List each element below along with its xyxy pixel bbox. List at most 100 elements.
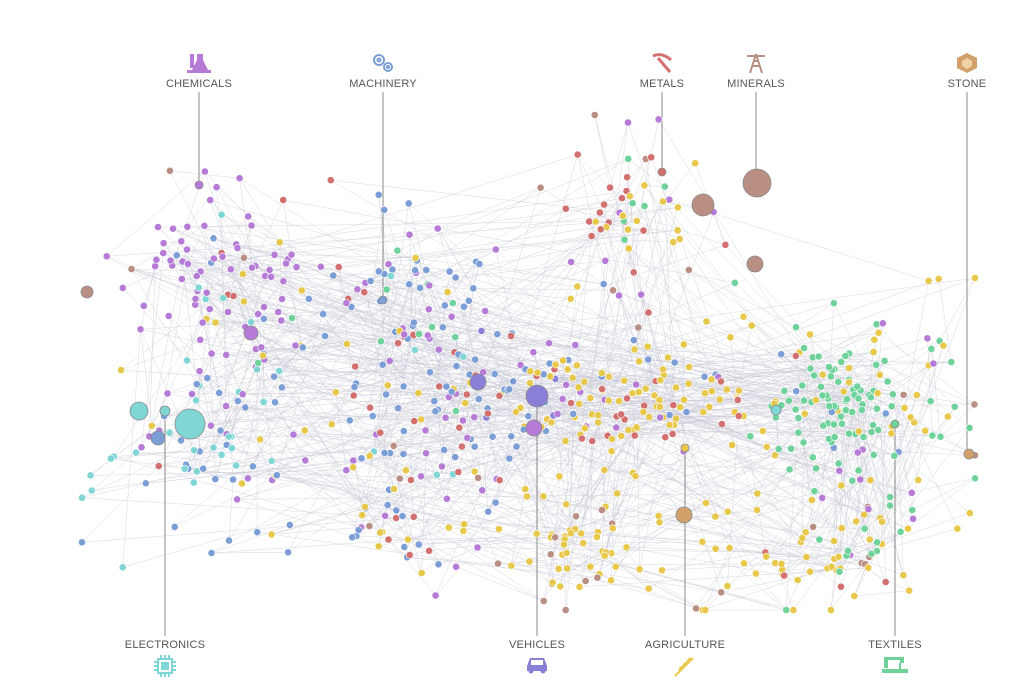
product-node[interactable] [253,528,262,537]
product-node[interactable] [684,265,693,274]
product-node[interactable] [484,507,493,516]
product-node[interactable] [218,252,227,261]
product-node[interactable] [762,442,771,451]
product-node[interactable] [271,398,279,407]
product-node[interactable] [818,391,827,400]
product-node[interactable] [886,501,894,510]
product-node[interactable] [575,399,584,408]
product-node[interactable] [808,496,816,504]
product-node[interactable] [451,407,460,415]
product-node[interactable] [491,498,500,507]
product-node[interactable] [947,358,956,366]
product-node[interactable] [219,294,228,302]
product-node[interactable] [526,367,535,376]
product-node[interactable] [777,560,786,568]
product-node[interactable] [640,202,649,210]
product-node[interactable] [860,524,869,533]
product-node[interactable] [248,263,256,272]
product-node[interactable] [523,492,531,501]
product-node[interactable] [702,317,711,326]
product-node[interactable] [495,391,504,400]
product-node[interactable] [623,394,631,403]
product-node[interactable] [392,514,400,522]
product-node[interactable] [579,539,588,548]
product-node[interactable] [136,325,145,334]
product-node[interactable] [639,408,648,416]
product-node[interactable] [451,273,460,282]
product-node[interactable] [183,245,191,254]
product-node[interactable] [505,454,514,463]
product-node[interactable] [107,454,115,463]
product-node[interactable] [798,534,807,542]
product-node[interactable] [668,429,677,438]
product-node[interactable] [562,380,570,389]
product-node[interactable] [665,420,674,429]
product-node[interactable] [141,479,150,488]
product-node[interactable] [608,524,617,533]
product-node[interactable] [451,453,460,462]
product-node[interactable] [971,273,979,282]
product-node[interactable] [183,259,192,268]
product-node[interactable] [207,349,216,358]
product-node[interactable] [452,562,460,571]
product-node[interactable] [929,359,938,368]
product-node[interactable] [624,225,632,234]
product-node[interactable] [256,435,264,444]
product-node[interactable] [192,396,200,405]
product-node[interactable] [345,416,354,425]
product-node[interactable] [624,154,633,163]
product-node[interactable] [400,543,409,551]
product-node[interactable] [581,577,590,585]
highlighted-product-node[interactable] [378,295,388,305]
product-node[interactable] [532,529,541,538]
product-node[interactable] [841,352,850,360]
product-node[interactable] [878,319,887,328]
product-node[interactable] [385,356,394,365]
product-node[interactable] [625,192,634,201]
product-node[interactable] [854,466,863,475]
product-node[interactable] [399,382,408,391]
product-node[interactable] [509,377,518,386]
product-node[interactable] [607,447,616,456]
product-node[interactable] [899,390,908,399]
highlighted-product-node[interactable] [525,419,543,437]
product-node[interactable] [827,372,835,381]
product-node[interactable] [127,265,136,273]
product-node[interactable] [414,540,423,549]
product-node[interactable] [200,221,209,230]
product-node[interactable] [574,383,583,392]
product-node[interactable] [753,506,761,514]
product-node[interactable] [629,268,638,277]
product-node[interactable] [881,409,890,418]
product-node[interactable] [617,431,626,440]
product-node[interactable] [433,224,442,233]
highlighted-product-node[interactable] [159,405,171,417]
product-node[interactable] [573,282,582,291]
product-node[interactable] [896,527,905,536]
product-node[interactable] [226,265,235,274]
product-node[interactable] [904,524,912,533]
product-node[interactable] [169,224,177,233]
product-node[interactable] [869,450,878,459]
product-node[interactable] [239,297,248,306]
product-node[interactable] [881,578,890,586]
product-node[interactable] [471,355,480,364]
product-node[interactable] [926,397,935,406]
highlighted-product-node[interactable] [174,408,206,440]
product-node[interactable] [279,277,288,286]
product-node[interactable] [632,380,641,389]
product-node[interactable] [189,478,198,487]
product-node[interactable] [800,344,808,352]
product-node[interactable] [374,267,383,276]
highlighted-product-node[interactable] [80,285,94,299]
product-node[interactable] [837,357,846,366]
product-node[interactable] [448,299,457,307]
product-node[interactable] [207,549,216,557]
product-node[interactable] [398,512,407,520]
product-node[interactable] [351,362,360,371]
product-node[interactable] [908,506,917,514]
product-node[interactable] [573,150,582,159]
product-node[interactable] [389,441,398,450]
product-node[interactable] [791,405,800,414]
product-node[interactable] [470,413,479,422]
